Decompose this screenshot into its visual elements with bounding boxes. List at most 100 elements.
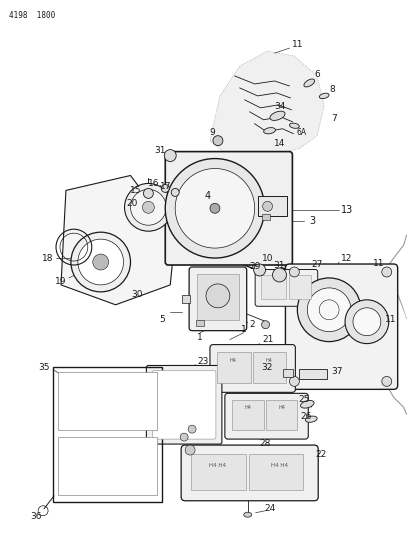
Circle shape — [213, 136, 223, 146]
Circle shape — [165, 158, 264, 258]
Text: 15: 15 — [130, 186, 141, 195]
Text: 18: 18 — [42, 254, 54, 263]
FancyBboxPatch shape — [286, 264, 398, 389]
Bar — [197, 274, 239, 320]
Text: H4: H4 — [229, 358, 236, 362]
Circle shape — [289, 376, 299, 386]
Circle shape — [144, 188, 153, 198]
FancyBboxPatch shape — [225, 393, 308, 439]
Text: 26: 26 — [301, 411, 312, 421]
Circle shape — [262, 321, 270, 329]
Circle shape — [161, 184, 169, 192]
Text: 1: 1 — [241, 325, 246, 334]
Text: H4: H4 — [278, 405, 285, 410]
Polygon shape — [210, 51, 324, 156]
Bar — [284, 369, 293, 377]
Circle shape — [307, 288, 351, 332]
Circle shape — [382, 267, 392, 277]
FancyBboxPatch shape — [181, 445, 318, 501]
Circle shape — [185, 445, 195, 455]
Text: 23: 23 — [197, 357, 209, 366]
Text: 1: 1 — [197, 333, 203, 342]
Circle shape — [164, 150, 176, 161]
Text: 6A: 6A — [296, 128, 306, 137]
Text: 3: 3 — [309, 216, 315, 226]
Text: H4: H4 — [265, 358, 272, 362]
Circle shape — [289, 267, 299, 277]
Bar — [266, 400, 297, 430]
Bar — [58, 437, 157, 495]
Circle shape — [171, 188, 179, 196]
Text: H4 H4: H4 H4 — [271, 463, 288, 468]
Text: 11: 11 — [373, 259, 385, 268]
Ellipse shape — [244, 512, 252, 517]
Bar — [253, 352, 286, 383]
Text: 37: 37 — [331, 367, 343, 376]
FancyBboxPatch shape — [152, 370, 216, 439]
Ellipse shape — [270, 111, 285, 120]
Circle shape — [297, 278, 361, 342]
Circle shape — [254, 264, 266, 276]
Text: 9: 9 — [209, 128, 215, 137]
Text: 20: 20 — [127, 199, 138, 208]
Bar — [217, 352, 251, 383]
Circle shape — [188, 425, 196, 433]
Text: 31: 31 — [155, 146, 166, 155]
FancyBboxPatch shape — [146, 366, 222, 444]
Ellipse shape — [305, 416, 317, 422]
FancyBboxPatch shape — [255, 270, 318, 306]
Text: 4: 4 — [205, 191, 211, 201]
Bar — [191, 454, 246, 490]
Circle shape — [131, 189, 166, 225]
Text: 30: 30 — [132, 290, 143, 300]
Bar — [196, 320, 204, 326]
FancyBboxPatch shape — [210, 345, 295, 392]
Circle shape — [180, 433, 188, 441]
Bar — [257, 196, 287, 216]
Ellipse shape — [319, 93, 329, 99]
Polygon shape — [61, 175, 175, 305]
Circle shape — [206, 284, 230, 308]
Text: 29: 29 — [249, 262, 260, 271]
Ellipse shape — [264, 127, 275, 134]
Text: 24: 24 — [264, 504, 275, 513]
Text: 14: 14 — [274, 139, 285, 148]
Circle shape — [382, 376, 392, 386]
Text: 13: 13 — [341, 205, 353, 215]
Text: 35: 35 — [38, 363, 50, 372]
Text: 5: 5 — [160, 315, 165, 324]
Ellipse shape — [289, 123, 299, 128]
Bar — [249, 454, 303, 490]
Circle shape — [210, 203, 220, 213]
Text: 17: 17 — [160, 182, 171, 191]
FancyBboxPatch shape — [165, 151, 293, 265]
Text: 27: 27 — [312, 260, 323, 269]
Text: 22: 22 — [315, 449, 327, 458]
Bar — [232, 400, 264, 430]
Text: 12: 12 — [341, 254, 353, 263]
Bar — [299, 369, 327, 379]
Bar — [182, 295, 190, 303]
Text: 7: 7 — [331, 114, 337, 123]
Text: 21: 21 — [262, 335, 273, 344]
Text: 2: 2 — [249, 320, 255, 329]
Text: 8: 8 — [329, 85, 335, 94]
Circle shape — [93, 254, 109, 270]
Circle shape — [353, 308, 381, 336]
Text: 36: 36 — [31, 512, 42, 521]
Circle shape — [345, 300, 389, 344]
Circle shape — [78, 239, 124, 285]
Text: 25: 25 — [299, 395, 310, 404]
Text: 4198  1800: 4198 1800 — [9, 11, 55, 20]
Text: 34: 34 — [274, 102, 285, 111]
Circle shape — [273, 268, 286, 282]
Text: 28: 28 — [259, 439, 270, 448]
Circle shape — [142, 201, 154, 213]
Bar — [58, 373, 157, 430]
Bar — [262, 214, 270, 220]
Text: H4: H4 — [244, 405, 251, 410]
FancyBboxPatch shape — [189, 267, 247, 330]
Text: 32: 32 — [261, 363, 272, 372]
Text: 10: 10 — [262, 254, 273, 263]
Circle shape — [124, 183, 172, 231]
